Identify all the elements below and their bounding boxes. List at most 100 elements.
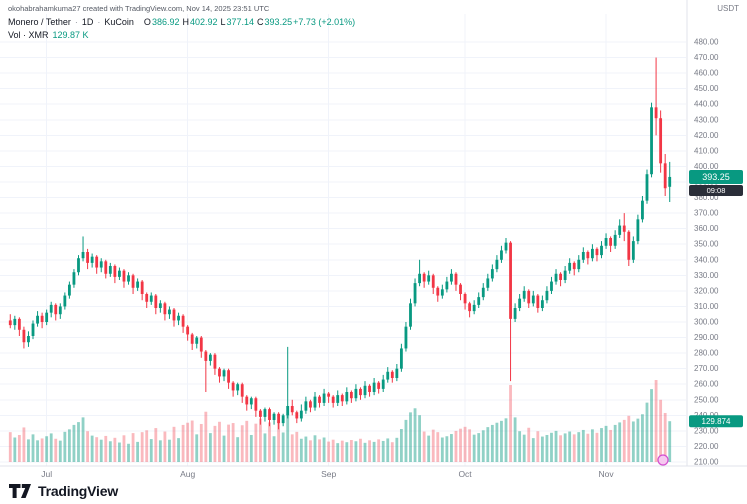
svg-text:320.00: 320.00 xyxy=(694,286,719,295)
candle-body xyxy=(318,396,321,403)
volume-bar xyxy=(550,432,553,462)
svg-text:410.00: 410.00 xyxy=(694,146,719,155)
candle-body xyxy=(650,107,653,175)
candle-body xyxy=(331,396,335,403)
svg-text:340.00: 340.00 xyxy=(694,255,719,264)
candle-body xyxy=(527,290,531,304)
volume-bar xyxy=(604,425,608,462)
candle-body xyxy=(199,337,203,352)
legend-separator: · xyxy=(74,17,78,27)
volume-bar xyxy=(372,441,376,462)
candle-body xyxy=(40,315,44,322)
candle-body xyxy=(81,252,85,259)
candle-body xyxy=(45,312,49,322)
volume-bar xyxy=(77,422,80,462)
tradingview-logo-icon xyxy=(9,484,31,498)
volume-bar xyxy=(540,436,544,462)
candle-body xyxy=(17,318,21,330)
volume-bar xyxy=(181,424,185,462)
candle-body xyxy=(490,269,494,279)
interval-label[interactable]: 1D xyxy=(81,17,94,27)
volume-bar xyxy=(245,420,249,462)
candle-body xyxy=(518,298,522,308)
exchange-label[interactable]: KuCoin xyxy=(104,17,134,27)
candle-body xyxy=(127,275,130,282)
candle-body xyxy=(304,401,308,411)
volume-bar xyxy=(486,427,490,462)
legend: Monero / Tether · 1D · KuCoin O 386.92 H… xyxy=(8,16,355,42)
event-marker-icon[interactable] xyxy=(657,454,669,466)
candle-body xyxy=(136,281,140,288)
candle-body xyxy=(522,290,526,299)
candle-body xyxy=(609,238,613,246)
candle-body xyxy=(454,273,458,285)
candle-body xyxy=(577,259,581,270)
candle-body xyxy=(622,225,626,232)
tradingview-logo[interactable]: TradingView xyxy=(8,483,118,499)
volume-label[interactable]: Vol · XMR xyxy=(8,30,49,40)
volume-bar xyxy=(404,419,408,462)
volume-bar xyxy=(145,430,149,462)
volume-bar xyxy=(95,437,99,462)
candle-body xyxy=(149,295,153,302)
candle-body xyxy=(281,415,285,424)
volume-bar xyxy=(22,427,26,462)
candle-body xyxy=(472,304,476,312)
volume-bar xyxy=(418,415,421,462)
symbol-title[interactable]: Monero / Tether xyxy=(8,17,71,27)
svg-text:350.00: 350.00 xyxy=(694,240,719,249)
volume-bar xyxy=(622,419,626,462)
volume-bar xyxy=(177,438,180,462)
candle-body xyxy=(636,219,640,242)
volume-bar xyxy=(136,441,140,462)
svg-text:300.00: 300.00 xyxy=(694,318,719,327)
volume-bar xyxy=(108,441,112,462)
volume-bar xyxy=(40,438,44,462)
volume-bar xyxy=(149,439,153,462)
svg-text:290.00: 290.00 xyxy=(694,333,719,342)
volume-bar xyxy=(304,436,308,462)
svg-text:Aug: Aug xyxy=(180,469,195,479)
volume-bar xyxy=(568,431,572,462)
last-price-badge xyxy=(689,169,743,184)
candle-body xyxy=(327,393,331,397)
volume-bar xyxy=(140,432,144,462)
legend-symbol-row: Monero / Tether · 1D · KuCoin O 386.92 H… xyxy=(8,16,355,29)
volume-bar xyxy=(563,433,567,462)
volume-bar xyxy=(395,437,399,462)
volume-bar xyxy=(86,431,89,462)
candle-body xyxy=(450,273,453,282)
volume-bar xyxy=(586,433,590,462)
svg-text:250.00: 250.00 xyxy=(694,395,719,404)
candle-body xyxy=(422,273,426,282)
candle-body xyxy=(263,409,267,417)
volume-bar xyxy=(618,422,622,462)
candle-body xyxy=(641,200,644,220)
candle-body xyxy=(604,238,608,246)
svg-text:260.00: 260.00 xyxy=(694,380,719,389)
volume-bar xyxy=(281,432,285,462)
volume-bar xyxy=(158,440,162,462)
svg-text:280.00: 280.00 xyxy=(694,349,719,358)
low-label: L xyxy=(220,17,226,27)
volume-bar xyxy=(495,422,499,462)
candle-body xyxy=(600,245,603,256)
volume-bar xyxy=(559,435,562,462)
volume-bar xyxy=(31,434,35,462)
volume-bar xyxy=(513,417,517,462)
svg-text:380.00: 380.00 xyxy=(694,193,719,202)
volume-bar xyxy=(268,422,271,462)
svg-text:460.00: 460.00 xyxy=(694,69,719,78)
volume-bar xyxy=(218,421,221,462)
candle-body xyxy=(627,231,631,260)
candle-body xyxy=(295,412,299,419)
close-value: 393.25 xyxy=(264,17,293,27)
volume-bar xyxy=(190,420,194,462)
volume-bar xyxy=(236,437,240,462)
candle-body xyxy=(663,163,667,189)
svg-text:360.00: 360.00 xyxy=(694,224,719,233)
candle-body xyxy=(190,334,194,344)
candle-body xyxy=(463,294,467,304)
candle-body xyxy=(72,272,76,285)
